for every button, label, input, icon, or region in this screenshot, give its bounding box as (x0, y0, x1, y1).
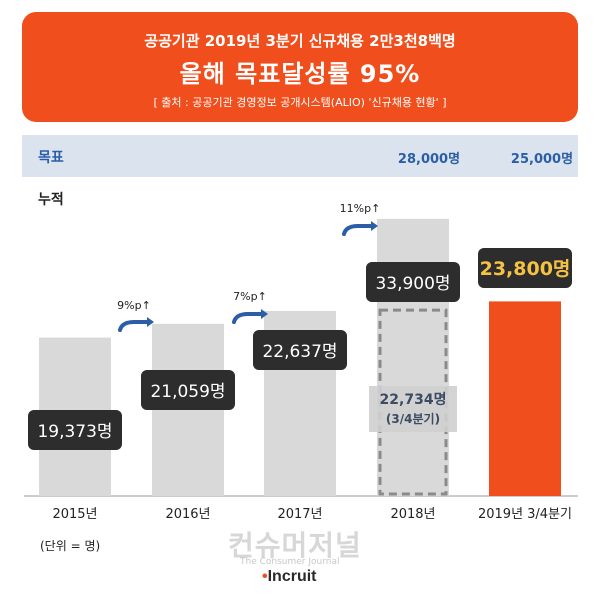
incruit-logo: •Incruit (262, 568, 317, 585)
goal-label: 목표 (38, 150, 64, 166)
unit-note: (단위 = 명) (40, 539, 101, 553)
source-note: [ 출처 : 공공기관 경영정보 공개시스템(ALIO) '신규채용 현황' ] (153, 96, 447, 109)
banner-headline: 올해 목표달성률 95% (179, 60, 421, 88)
value-label-3: 33,900명 (375, 274, 450, 294)
growth-label-1: 7%p↑ (233, 290, 267, 303)
tick-label-2: 2017년 (277, 507, 322, 522)
growth-label-2: 11%p↑ (340, 202, 381, 215)
growth-arrow-0 (118, 320, 150, 332)
bar-4 (489, 301, 561, 496)
comparison-value-label: 22,734명 (380, 391, 447, 408)
title-banner: 공공기관 2019년 3분기 신규채용 2만3천8백명 올해 목표달성률 95%… (22, 12, 578, 122)
growth-arrow-1 (232, 312, 264, 324)
banner-title: 공공기관 2019년 3분기 신규채용 2만3천8백명 (144, 32, 456, 50)
tick-label-4: 2019년 3/4분기 (478, 507, 572, 522)
growth-arrow-2 (342, 224, 374, 236)
growth-arrowhead-1 (261, 309, 268, 319)
growth-arrowhead-0 (147, 317, 154, 327)
comparison-label-bg (369, 386, 457, 432)
value-label-box-2 (253, 330, 347, 370)
value-label-2: 22,637명 (262, 342, 337, 362)
bar-3 (377, 218, 449, 497)
goal-value-2019: 25,000명 (510, 152, 574, 167)
tick-label-3: 2018년 (390, 507, 435, 522)
chart-title: 누적 (38, 191, 64, 208)
value-label-0: 19,373명 (37, 422, 112, 442)
value-label-box-1 (141, 370, 235, 410)
growth-label-0: 9%p↑ (117, 299, 151, 312)
tick-label-1: 2016년 (165, 507, 210, 522)
value-label-1: 21,059명 (150, 382, 225, 402)
goal-value-2018: 28,000명 (397, 152, 461, 167)
value-label-box-0 (28, 410, 122, 450)
value-label-box-3 (366, 262, 460, 302)
watermark-sub: The Consumer Journal (240, 557, 340, 567)
growth-arrowhead-2 (371, 221, 378, 231)
watermark: 컨슈머저널 (228, 529, 362, 562)
goal-bar: 목표 28,000명 25,000명 (22, 135, 578, 177)
comparison-sublabel: (3/4분기) (386, 411, 440, 426)
value-label-4: 23,800명 (480, 258, 571, 280)
tick-label-0: 2015년 (52, 507, 97, 522)
value-label-box-4 (478, 248, 572, 288)
